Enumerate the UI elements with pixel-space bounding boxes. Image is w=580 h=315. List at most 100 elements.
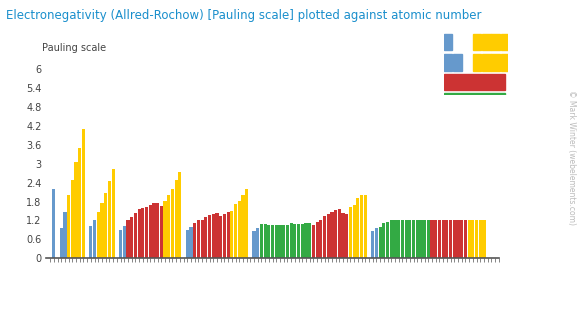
Bar xyxy=(238,201,241,258)
Bar xyxy=(282,225,285,258)
Bar xyxy=(312,225,315,258)
Bar xyxy=(304,223,307,258)
Bar xyxy=(379,227,382,258)
Bar xyxy=(252,231,256,258)
Bar xyxy=(145,207,148,258)
Bar xyxy=(293,224,296,258)
Bar xyxy=(308,223,311,258)
Bar xyxy=(97,212,100,258)
Bar xyxy=(427,220,430,258)
Bar xyxy=(360,195,363,258)
Bar xyxy=(100,203,104,258)
Bar xyxy=(256,228,259,258)
Bar xyxy=(401,220,404,258)
Bar xyxy=(342,213,345,258)
Bar xyxy=(227,212,230,258)
Bar xyxy=(316,222,318,258)
Bar xyxy=(478,220,482,258)
Bar xyxy=(300,224,304,258)
Bar xyxy=(190,227,193,258)
Bar xyxy=(475,220,478,258)
Bar xyxy=(416,220,419,258)
Bar xyxy=(390,220,393,258)
Bar xyxy=(345,214,349,258)
Bar xyxy=(419,220,422,258)
Bar xyxy=(178,172,182,258)
Bar xyxy=(82,129,85,258)
Bar xyxy=(167,195,171,258)
Text: Electronegativity (Allred-Rochow) [Pauling scale] plotted against atomic number: Electronegativity (Allred-Rochow) [Pauli… xyxy=(6,9,481,22)
Bar xyxy=(453,54,462,71)
Bar xyxy=(71,180,74,258)
Bar xyxy=(501,54,509,71)
Text: Pauling scale: Pauling scale xyxy=(42,43,106,53)
Bar xyxy=(356,198,360,258)
Bar xyxy=(241,195,245,258)
Bar xyxy=(286,225,289,258)
Bar xyxy=(382,223,386,258)
Bar xyxy=(438,220,441,258)
Bar xyxy=(464,220,467,258)
Bar xyxy=(460,220,463,258)
Bar xyxy=(483,220,485,258)
Bar xyxy=(472,220,474,258)
Bar xyxy=(375,228,378,258)
Bar xyxy=(234,204,237,258)
Bar xyxy=(130,217,133,258)
Bar xyxy=(219,216,222,258)
Bar xyxy=(319,220,322,258)
Bar xyxy=(171,189,174,258)
Bar xyxy=(441,220,445,258)
Bar xyxy=(93,220,96,258)
Bar xyxy=(197,220,200,258)
Bar xyxy=(230,211,233,258)
Bar xyxy=(126,220,129,258)
Bar xyxy=(473,33,481,50)
Bar xyxy=(334,210,337,258)
Bar xyxy=(408,220,411,258)
Bar xyxy=(260,224,263,258)
Bar xyxy=(501,33,509,50)
Bar xyxy=(223,214,226,258)
Bar xyxy=(104,193,107,258)
Bar xyxy=(119,230,122,258)
Bar xyxy=(63,212,67,258)
Bar xyxy=(430,220,434,258)
Bar xyxy=(444,93,505,101)
Bar xyxy=(473,54,481,71)
Bar xyxy=(444,74,505,90)
Bar xyxy=(412,220,415,258)
Bar xyxy=(386,222,389,258)
Bar xyxy=(160,206,163,258)
Bar xyxy=(323,216,326,258)
Bar xyxy=(208,215,211,258)
Bar xyxy=(89,226,92,258)
Bar xyxy=(142,208,144,258)
Bar xyxy=(456,220,459,258)
Bar xyxy=(201,220,204,258)
Bar xyxy=(519,33,528,50)
Bar xyxy=(271,225,274,258)
Bar xyxy=(275,225,278,258)
Bar xyxy=(397,220,400,258)
Bar xyxy=(193,223,196,258)
Bar xyxy=(52,189,56,258)
Bar xyxy=(289,223,293,258)
Text: © Mark Winter (webelements.com): © Mark Winter (webelements.com) xyxy=(567,90,576,225)
Bar xyxy=(278,225,282,258)
Bar xyxy=(156,203,160,258)
Bar xyxy=(123,226,126,258)
Bar xyxy=(148,205,152,258)
Bar xyxy=(327,214,330,258)
Bar xyxy=(67,195,70,258)
Bar xyxy=(453,220,456,258)
Bar xyxy=(267,225,270,258)
Bar xyxy=(331,212,333,258)
Bar xyxy=(364,195,367,258)
Bar xyxy=(175,180,177,258)
Bar xyxy=(111,169,115,258)
Bar xyxy=(78,148,81,258)
Bar xyxy=(510,33,519,50)
Bar xyxy=(297,224,300,258)
Bar xyxy=(482,54,491,71)
